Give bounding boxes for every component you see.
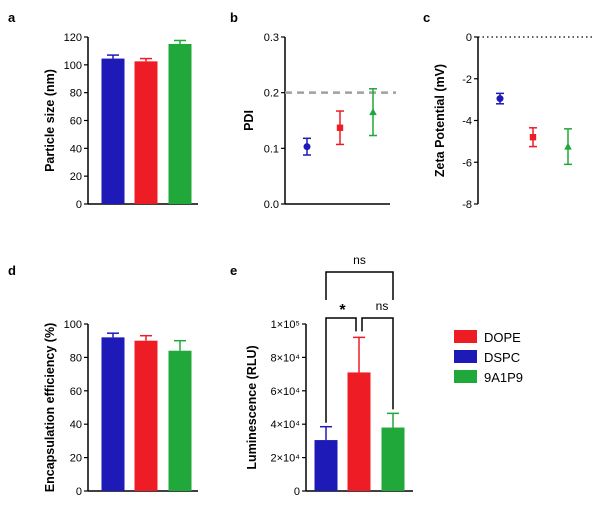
bar-dope xyxy=(134,340,158,491)
y-tick-label: 0 xyxy=(76,486,82,498)
bar-dope xyxy=(134,61,158,204)
bracket-dspc-9a1p9 xyxy=(325,271,394,300)
y-tick-label: 0 xyxy=(294,486,300,498)
panel-letter-a: a xyxy=(8,10,16,25)
bar-dspc xyxy=(101,337,125,491)
panel-letter-c: c xyxy=(423,10,430,25)
legend-label-dope: DOPE xyxy=(484,330,521,345)
significance-label: ns xyxy=(376,299,389,313)
bar-dope xyxy=(347,372,371,491)
bracket-dspc-dope xyxy=(325,317,357,423)
y-axis-label: Encapsulation efficiency (%) xyxy=(43,323,57,492)
y-tick-label: 0 xyxy=(76,199,82,211)
y-tick-label: 6×10⁴ xyxy=(270,386,300,398)
y-tick-label: 80 xyxy=(70,352,82,364)
bracket-dope-9a1p9 xyxy=(361,317,394,410)
bar-9a1p9 xyxy=(168,43,192,205)
legend: DOPE DSPC 9A1P9 xyxy=(454,330,523,385)
legend-label-dspc: DSPC xyxy=(484,350,520,365)
legend-swatch-dspc xyxy=(454,350,477,363)
y-tick-label: 20 xyxy=(70,171,82,183)
y-axis-label: Zeta Potential (mV) xyxy=(433,64,447,177)
y-tick-label: 0.1 xyxy=(264,143,279,155)
point-9a1p9 xyxy=(369,108,377,116)
significance-label: ns xyxy=(353,253,366,267)
y-tick-label: 0.3 xyxy=(264,32,279,44)
y-tick-label: 100 xyxy=(64,60,82,72)
bar-9a1p9 xyxy=(168,350,192,491)
point-9a1p9 xyxy=(564,142,572,150)
bar-dspc xyxy=(314,440,338,491)
y-tick-label: 120 xyxy=(64,32,82,44)
encapsulation-efficiency-chart: 0 20 40 60 80 100 Encapsulation efficiency (%) xyxy=(43,319,198,498)
y-tick-label: 20 xyxy=(70,453,82,465)
particle-size-chart: 0 20 40 60 80 100 120 Particle size (nm) xyxy=(43,32,198,211)
legend-swatch-9a1p9 xyxy=(454,370,477,383)
y-tick-label: 100 xyxy=(64,319,82,331)
y-tick-label: -6 xyxy=(462,157,472,169)
panel-letter-d: d xyxy=(8,263,16,278)
y-tick-label: 2×10⁴ xyxy=(270,453,300,465)
y-tick-label: 0.2 xyxy=(264,88,279,100)
pdi-chart: 0.0 0.1 0.2 0.3 PDI xyxy=(242,32,396,211)
y-tick-label: -4 xyxy=(462,116,472,128)
y-axis-label: PDI xyxy=(242,110,256,131)
y-tick-label: 80 xyxy=(70,88,82,100)
bar-9a1p9 xyxy=(381,427,405,491)
y-tick-label: 8×10⁴ xyxy=(270,352,300,364)
y-tick-label: 60 xyxy=(70,386,82,398)
y-tick-label: 60 xyxy=(70,116,82,128)
y-axis-label: Particle size (nm) xyxy=(43,69,57,172)
y-tick-label: 0 xyxy=(466,32,472,44)
y-tick-label: 4×10⁴ xyxy=(270,419,300,431)
point-dope xyxy=(529,134,537,141)
y-tick-label: 0.0 xyxy=(264,199,279,211)
y-tick-label: 1×10⁵ xyxy=(271,319,300,331)
point-dspc xyxy=(303,143,311,151)
y-tick-label: 40 xyxy=(70,143,82,155)
y-tick-label: 40 xyxy=(70,419,82,431)
legend-label-9a1p9: 9A1P9 xyxy=(484,370,523,385)
point-dope xyxy=(336,124,344,131)
y-tick-label: -2 xyxy=(462,74,472,86)
legend-swatch-dope xyxy=(454,330,477,343)
luminescence-chart: 0 2×10⁴ 4×10⁴ 6×10⁴ 8×10⁴ 1×10⁵ Luminescence (… xyxy=(245,253,413,498)
point-dspc xyxy=(496,95,504,103)
significance-label: * xyxy=(339,302,346,319)
panel-letter-e: e xyxy=(230,263,237,278)
y-axis-label: Luminescence (RLU) xyxy=(245,345,259,469)
zeta-potential-chart: -8 -6 -4 -2 0 Zeta Potential (mV) xyxy=(433,32,595,211)
panel-letter-b: b xyxy=(230,10,238,25)
bar-dspc xyxy=(101,58,125,205)
y-tick-label: -8 xyxy=(462,199,472,211)
